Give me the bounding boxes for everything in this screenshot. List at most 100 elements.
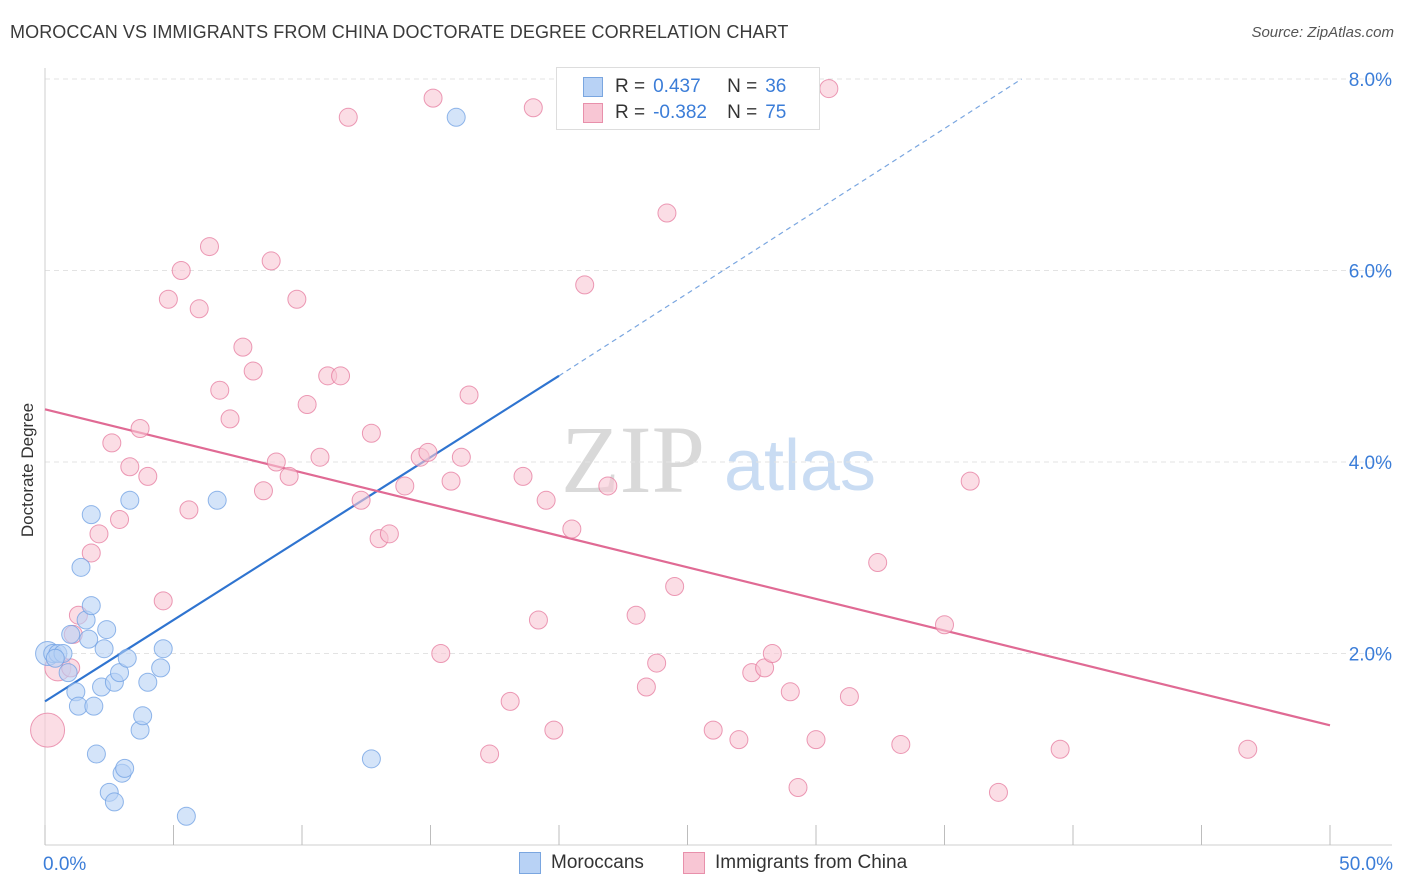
legend-n-value: 36 [765, 76, 787, 97]
point-moroccans [117, 648, 137, 668]
legend-item-moroccans: Moroccans [519, 852, 644, 874]
point-china [562, 519, 582, 539]
point-china [158, 289, 178, 309]
point-china [395, 476, 415, 496]
point-china [762, 644, 782, 663]
point-china [130, 418, 150, 438]
point-china [261, 251, 281, 271]
source-label: Source: ZipAtlas.com [1251, 24, 1394, 41]
y-tick-label: 8.0% [1349, 70, 1392, 91]
point-moroccans [81, 596, 101, 616]
legend-n-label: N = [727, 76, 758, 97]
point-moroccans [133, 706, 153, 726]
point-china [500, 691, 520, 711]
point-moroccans [138, 672, 158, 692]
point-moroccans [176, 806, 196, 826]
point-china [788, 778, 808, 798]
trend-line-moroccans [44, 374, 560, 703]
point-china [338, 107, 358, 127]
point-moroccans [361, 749, 381, 769]
point-china [102, 433, 122, 453]
point-china [153, 591, 173, 611]
point-china [243, 361, 263, 381]
legend-swatch-moroccans [519, 852, 541, 874]
point-china [665, 576, 685, 596]
point-china [598, 476, 618, 496]
point-moroccans [151, 658, 171, 678]
point-china [626, 605, 646, 625]
point-china [233, 337, 253, 357]
point-china [171, 261, 191, 280]
point-china [351, 490, 371, 510]
point-china [361, 423, 381, 443]
point-china [89, 524, 109, 544]
point-china [891, 734, 911, 754]
x-tick-label-min: 0.0% [43, 854, 86, 875]
legend-r-label: R = [615, 76, 646, 97]
point-china [189, 299, 209, 319]
correlation-legend: R = 0.437 N = 36 R = -0.382 N = 75 [556, 67, 820, 130]
point-china [960, 471, 980, 491]
point-moroccans [104, 792, 124, 812]
point-china [81, 543, 101, 563]
point-moroccans [207, 490, 227, 510]
trend-line-china [44, 408, 1331, 727]
point-moroccans [446, 107, 466, 127]
point-china [1238, 739, 1258, 759]
point-moroccans [94, 639, 114, 659]
point-china [310, 447, 330, 467]
legend-label-moroccans: Moroccans [551, 852, 644, 873]
legend-swatch-moroccans [583, 77, 603, 97]
data-points [30, 79, 1258, 826]
point-china [780, 682, 800, 702]
point-moroccans [71, 557, 91, 577]
y-tick-label: 2.0% [1349, 645, 1392, 666]
tick-labels: 2.0% 4.0% 6.0% 8.0% 0.0% 50.0% [43, 70, 1393, 875]
point-china [120, 457, 140, 477]
y-tick-label: 6.0% [1349, 262, 1392, 283]
point-china [297, 395, 317, 415]
point-china [636, 677, 656, 697]
point-china [729, 730, 749, 750]
chart-title: MOROCCAN VS IMMIGRANTS FROM CHINA DOCTOR… [10, 22, 789, 42]
point-china [544, 720, 564, 740]
point-moroccans [153, 639, 173, 659]
point-china [819, 79, 839, 99]
point-moroccans [61, 624, 81, 644]
point-china [868, 553, 888, 573]
legend-r-value: 0.437 [653, 76, 701, 97]
trend-line-moroccans-extension [558, 78, 1022, 377]
point-china [657, 203, 677, 223]
point-china [110, 509, 130, 529]
point-china [423, 88, 443, 108]
point-china [441, 471, 461, 491]
y-axis-label: Doctorate Degree [18, 402, 37, 538]
x-tick-label-max: 50.0% [1339, 854, 1393, 875]
point-china [523, 98, 543, 118]
point-china [459, 385, 479, 405]
point-china [935, 615, 954, 635]
point-moroccans [45, 648, 65, 668]
legend-r-label: R = [615, 102, 646, 123]
point-china [806, 730, 826, 750]
point-moroccans [81, 505, 101, 525]
point-china [480, 744, 500, 764]
legend-row-moroccans: R = 0.437 N = 36 [583, 75, 786, 99]
y-axis-label-wrap: Doctorate Degree [14, 290, 42, 650]
point-china [647, 653, 667, 673]
point-china [536, 490, 556, 510]
point-china [575, 275, 595, 295]
point-moroccans [115, 758, 135, 778]
point-china [451, 447, 471, 467]
point-china [138, 466, 158, 486]
point-china [220, 409, 240, 429]
point-china [266, 452, 286, 472]
point-china [287, 289, 307, 309]
point-china [1050, 739, 1070, 759]
point-china [331, 366, 351, 386]
trend-lines [44, 78, 1331, 727]
legend-label-china: Immigrants from China [715, 852, 908, 873]
point-moroccans [120, 490, 140, 510]
point-china [210, 380, 230, 400]
